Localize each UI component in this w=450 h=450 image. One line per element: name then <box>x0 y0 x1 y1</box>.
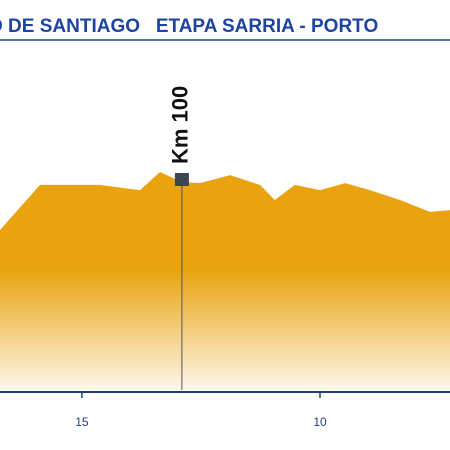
elevation-area <box>0 171 450 390</box>
x-tick-label: 15 <box>75 415 89 429</box>
marker-square <box>174 173 189 186</box>
x-tick-label: 10 <box>313 415 327 429</box>
chart-title: O DE SANTIAGO ETAPA SARRIA - PORTO <box>0 16 378 37</box>
marker-label: Km 100 <box>168 86 193 164</box>
